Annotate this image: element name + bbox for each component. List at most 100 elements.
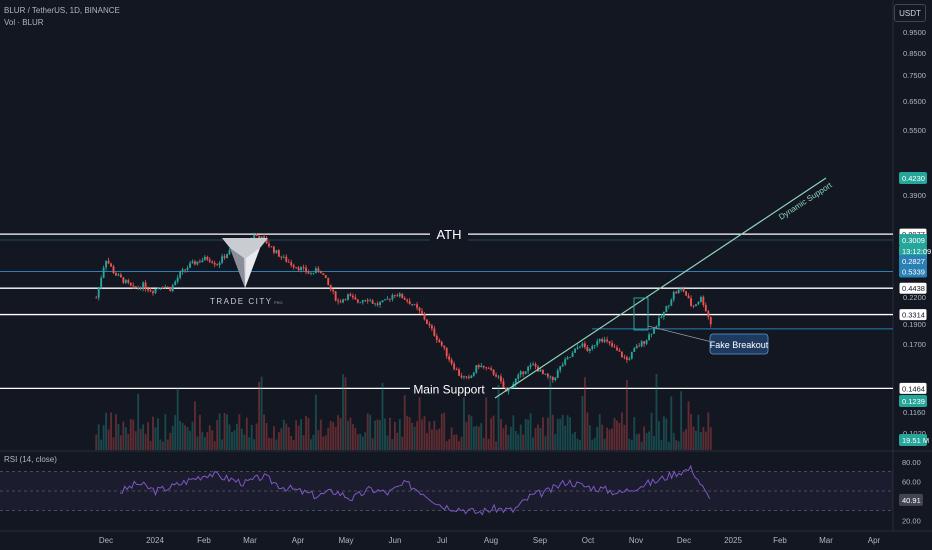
candle-body xyxy=(556,370,559,378)
candle-body xyxy=(596,341,599,346)
volume-bar xyxy=(280,428,283,450)
volume-bar xyxy=(497,384,500,450)
volume-bar xyxy=(416,421,419,450)
main-support-label: Main Support xyxy=(413,382,485,396)
volume-bar xyxy=(347,420,349,450)
volume-bar xyxy=(233,430,236,450)
volume-bar xyxy=(144,434,147,450)
candle-body xyxy=(527,366,530,372)
volume-bar xyxy=(107,429,110,450)
candle-body xyxy=(152,291,154,294)
volume-bar xyxy=(218,413,221,450)
volume-bar xyxy=(487,438,490,450)
volume-bar xyxy=(517,434,520,450)
candle-body xyxy=(497,376,500,378)
candle-body xyxy=(102,267,105,278)
volume-bar xyxy=(421,419,423,450)
candle-body xyxy=(633,348,636,352)
candle-body xyxy=(260,236,263,240)
volume-bar xyxy=(371,438,374,450)
volume-bar xyxy=(366,413,369,450)
volume-bar xyxy=(433,420,436,450)
volume-bar xyxy=(596,427,599,450)
candle-body xyxy=(142,282,145,289)
candle-body xyxy=(154,288,157,294)
candle-body xyxy=(110,263,112,267)
volume-bar xyxy=(139,428,142,450)
volume-bar xyxy=(571,433,574,450)
fake-breakout-box-label xyxy=(709,333,769,355)
candle-body xyxy=(213,262,216,265)
candle-body xyxy=(576,347,579,349)
volume-bar xyxy=(583,377,586,450)
candle-body xyxy=(519,371,522,375)
volume-bar xyxy=(290,435,293,450)
volume-bar xyxy=(440,413,443,450)
volume-bar xyxy=(428,421,431,450)
candle-body xyxy=(322,273,325,275)
candle-body xyxy=(463,376,465,378)
volume-bar xyxy=(645,433,648,450)
candle-body xyxy=(290,262,293,266)
candle-body xyxy=(312,272,315,274)
volume-bar xyxy=(529,413,532,450)
volume-bar xyxy=(522,434,525,450)
candle-body xyxy=(277,250,280,257)
volume-bar xyxy=(588,425,591,450)
time-tick-label: Sep xyxy=(533,536,548,545)
price-tick-label: 0.2200 xyxy=(903,293,926,302)
time-tick-label: Apr xyxy=(292,536,305,545)
candle-body xyxy=(270,246,273,248)
candle-body xyxy=(112,266,115,274)
candle-body xyxy=(391,295,394,300)
candle-body xyxy=(428,323,431,326)
candle-body xyxy=(388,298,391,300)
volume-bar xyxy=(250,424,253,450)
candle-body xyxy=(401,293,404,299)
volume-bar xyxy=(640,441,643,450)
volume-bar xyxy=(300,419,303,450)
volume-bar xyxy=(319,419,322,450)
candle-body xyxy=(482,365,485,368)
volume-bar xyxy=(302,435,305,450)
volume-bar xyxy=(105,412,108,450)
price-tag-label: 19.51 M xyxy=(902,436,929,445)
volume-bar xyxy=(147,422,149,450)
volume-bar xyxy=(157,418,159,450)
volume-bar xyxy=(216,420,219,450)
candle-body xyxy=(181,269,184,272)
rsi-tick-label: 60.00 xyxy=(902,477,921,486)
candle-body xyxy=(433,328,436,336)
volume-bar xyxy=(391,439,394,450)
volume-bar xyxy=(502,428,505,450)
volume-bar xyxy=(542,417,544,450)
volume-bar xyxy=(648,431,650,450)
currency-button[interactable]: USDT xyxy=(894,4,926,22)
volume-bar xyxy=(384,418,386,450)
rsi-panel xyxy=(0,464,893,516)
price-tick-label: 0.1700 xyxy=(903,340,926,349)
volume-bar xyxy=(603,438,606,450)
candle-body xyxy=(707,311,710,317)
candle-body xyxy=(408,301,411,305)
candle-body xyxy=(203,256,206,261)
candle-body xyxy=(448,356,451,360)
volume-bar xyxy=(406,415,409,450)
candle-body xyxy=(364,299,367,301)
volume-bar xyxy=(472,426,475,450)
volume-bar xyxy=(393,421,396,450)
volume-bar xyxy=(559,418,562,450)
volume-bar xyxy=(408,417,411,450)
price-tick-label: 0.8500 xyxy=(903,49,926,58)
volume-bar xyxy=(455,434,458,450)
candle-body xyxy=(314,268,317,273)
volume-bar xyxy=(561,414,564,450)
price-tick-label: 0.1020 xyxy=(903,429,926,438)
volume-bar xyxy=(492,415,495,450)
candle-body xyxy=(105,260,108,268)
candle-body xyxy=(134,286,137,288)
volume-bar xyxy=(591,439,594,450)
candle-body xyxy=(171,285,174,292)
candle-body xyxy=(122,277,125,283)
